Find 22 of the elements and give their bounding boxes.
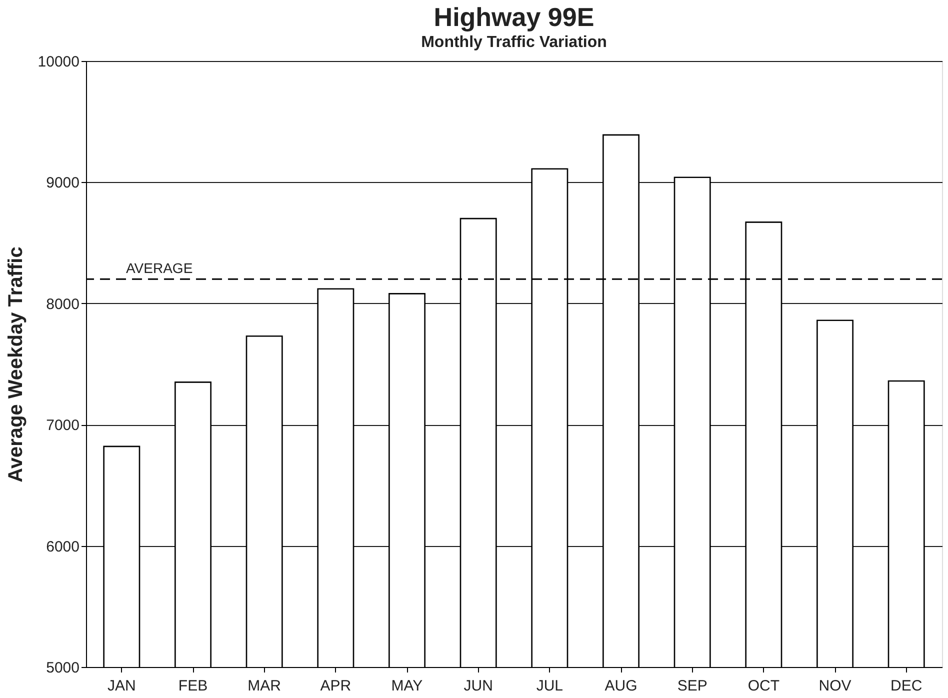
y-axis-title: Average Weekday Traffic	[4, 246, 27, 482]
x-tick-label: JUL	[536, 678, 564, 694]
x-tick-label: AUG	[604, 678, 638, 694]
ref-line-label: AVERAGE	[126, 260, 193, 276]
y-tick-label: 9000	[46, 174, 80, 192]
x-tick-label: OCT	[748, 678, 780, 694]
x-tick-label: FEB	[178, 678, 208, 694]
y-tick-label: 8000	[46, 296, 80, 313]
x-tick-label: DEC	[890, 678, 922, 694]
x-tick-label: JUN	[464, 678, 493, 694]
x-tick-label: SEP	[677, 678, 708, 694]
y-tick-label: 7000	[46, 417, 80, 434]
y-tick-label: 10000	[38, 54, 80, 70]
x-tick-label: MAR	[248, 678, 282, 694]
x-tick-label: MAY	[391, 678, 423, 694]
chart-subtitle: Monthly Traffic Variation	[421, 34, 607, 51]
x-tick-label: NOV	[818, 678, 852, 694]
chart-title: Highway 99E	[434, 2, 594, 32]
y-tick-label: 5000	[46, 660, 80, 676]
y-tick-label: 6000	[46, 538, 80, 556]
x-tick-label: APR	[320, 678, 352, 694]
x-tick-label: JAN	[107, 678, 136, 694]
